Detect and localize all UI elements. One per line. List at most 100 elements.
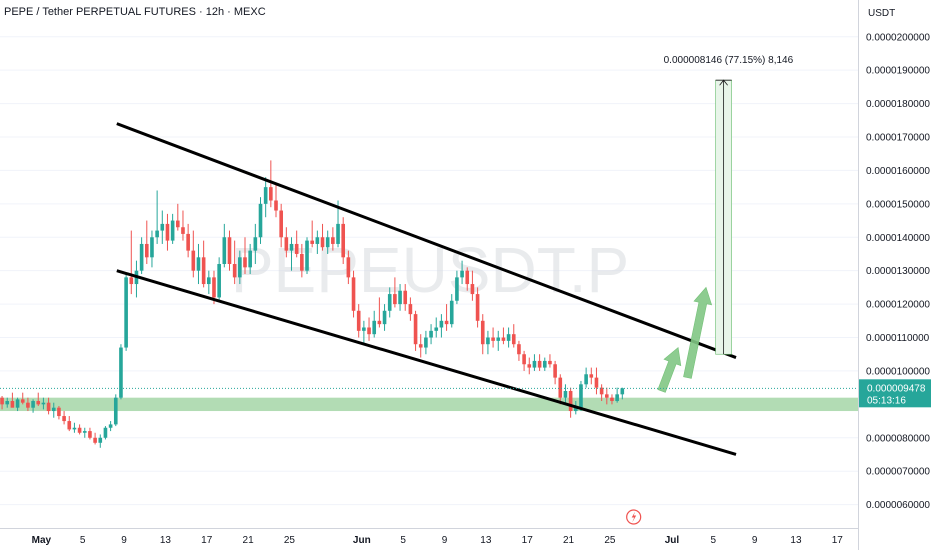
candle-body [243,257,247,268]
candle [470,270,475,301]
candle-body [300,253,304,271]
candle [449,294,454,328]
candle-body [217,264,221,298]
candle-body [604,394,609,398]
candle [253,223,258,264]
candles [0,160,625,448]
candle [615,387,619,403]
candle [517,340,521,361]
candle-body [36,401,41,405]
candle-body [294,243,299,254]
candle [382,304,387,331]
candle-body [413,314,418,345]
candle [496,330,501,351]
candle-body [201,257,206,285]
candle [77,424,82,435]
candle [196,243,201,285]
candle [124,274,128,351]
candle [57,406,61,420]
upper-trendline [116,122,737,359]
candle [599,384,604,402]
candle [258,197,263,244]
candle [217,257,221,301]
candle-body [341,223,346,258]
candle-body [542,360,547,368]
candle [424,330,428,355]
candle [325,230,330,254]
x-tick-label: 17 [522,535,534,546]
candle-body [325,237,330,248]
candle-body [232,264,237,278]
candle [0,396,4,410]
candle [93,432,97,445]
candle [346,250,351,285]
x-tick-label: 17 [832,535,844,546]
candle [72,422,77,433]
candle [269,160,273,208]
candle [294,230,299,258]
candle-body [258,203,263,238]
candle-body [41,402,46,405]
candle-body [113,397,118,425]
candle [320,223,325,251]
candle-body [31,401,35,408]
candle-body [563,390,568,398]
candle-body [93,437,97,443]
candle [341,217,346,264]
candle [155,190,159,244]
candle [284,227,289,258]
candle [139,237,144,275]
candle [191,230,196,278]
candle [20,392,25,405]
candle [26,397,30,412]
candle-body [248,250,252,268]
candle [165,213,170,251]
candle [300,243,304,278]
y-tick-label: 0.0000110000 [866,333,930,344]
x-tick-label: 5 [400,535,406,546]
candle [310,220,314,248]
candle [362,320,366,345]
candle [372,310,377,338]
candle [558,374,563,405]
candle-body [548,360,552,365]
x-tick-label: 17 [201,535,213,546]
candle [263,177,268,218]
candle-body [506,334,511,341]
candle-body [573,407,578,412]
candle-body [67,421,72,430]
candle-body [269,187,273,201]
candle-body [387,294,392,311]
candle-body [310,240,314,244]
candle-body [46,402,51,412]
candle [186,223,190,258]
candle-body [465,270,470,285]
candle-body [599,387,604,395]
candle-body [460,270,464,278]
candle [113,394,118,427]
y-tick-label: 0.0000170000 [866,133,930,144]
candle-body [181,227,185,234]
candle [248,243,252,275]
candle-body [429,330,433,338]
candle-body [424,337,428,348]
chart-title: PEPE / Tether PERPETUAL FUTURES · 12h · … [4,6,266,18]
candle-body [439,320,444,328]
candle-body [238,257,242,278]
y-tick-label: 0.0000100000 [866,366,930,377]
candle [542,357,547,371]
candle-body [537,360,542,368]
candle-body [82,431,87,433]
candle [144,220,149,264]
candle-body [589,374,594,378]
candle-body [98,437,103,443]
candle [408,297,413,321]
candle [31,399,35,413]
candle [418,334,423,358]
candle [439,314,444,338]
candle [501,327,506,345]
candle-body [170,220,175,241]
candle-body [584,374,588,385]
candle-body [144,243,149,258]
